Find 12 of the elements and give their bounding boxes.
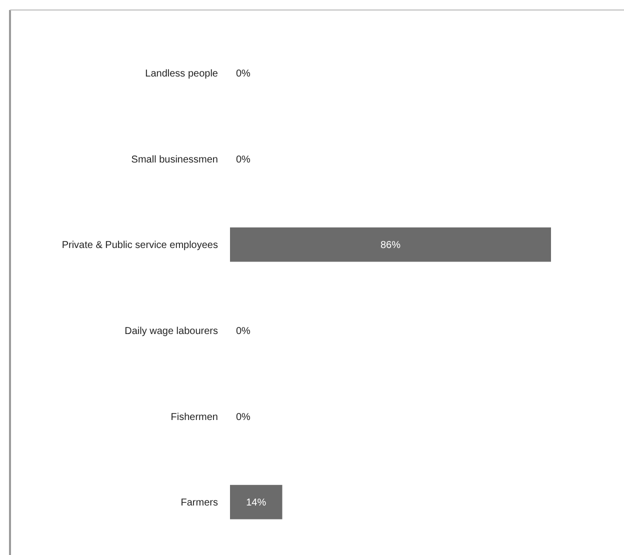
data-label: 0%	[236, 68, 251, 80]
y-tick-label: Farmers	[180, 498, 218, 509]
data-label: 14%	[246, 498, 266, 509]
data-label: 0%	[236, 154, 251, 166]
y-tick-label: Private & Public service employees	[62, 240, 218, 252]
y-tick-label: Landless people	[145, 68, 218, 80]
data-label: 0%	[236, 326, 251, 337]
y-tick-label: Small businessmen	[131, 154, 218, 166]
data-label: 0%	[236, 412, 251, 423]
data-label: 86%	[380, 240, 401, 252]
y-tick-label: Daily wage labourers	[124, 326, 218, 337]
y-tick-label: Fishermen	[170, 412, 218, 423]
